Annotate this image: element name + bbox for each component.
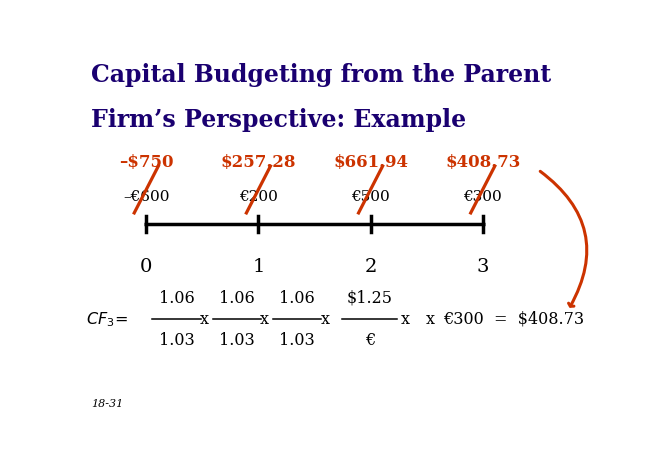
Text: 1: 1	[252, 258, 264, 276]
Text: –€600: –€600	[123, 190, 170, 204]
Text: 3: 3	[476, 258, 489, 276]
Text: €200: €200	[239, 190, 278, 204]
Text: x: x	[200, 311, 209, 328]
Text: 1.03: 1.03	[219, 332, 255, 349]
Text: x: x	[260, 311, 269, 328]
Text: 1.03: 1.03	[159, 332, 194, 349]
Text: Capital Budgeting from the Parent: Capital Budgeting from the Parent	[91, 63, 551, 88]
Text: 1.03: 1.03	[279, 332, 315, 349]
Text: 1.06: 1.06	[219, 290, 255, 307]
Text: €500: €500	[351, 190, 390, 204]
Text: $408.73: $408.73	[445, 154, 520, 171]
Text: $CF_3\!=\,$: $CF_3\!=\,$	[86, 310, 128, 329]
Text: x: x	[426, 311, 435, 328]
Text: x: x	[321, 311, 330, 328]
Text: 18-31: 18-31	[91, 399, 123, 410]
Text: 1.06: 1.06	[279, 290, 315, 307]
Text: $257.28: $257.28	[221, 154, 296, 171]
Text: 2: 2	[364, 258, 376, 276]
Text: x: x	[400, 311, 410, 328]
Text: 1.06: 1.06	[159, 290, 194, 307]
Text: $661.94: $661.94	[333, 154, 408, 171]
Text: €: €	[365, 332, 375, 349]
Text: –$750: –$750	[119, 154, 174, 171]
Text: $1.25: $1.25	[347, 290, 393, 307]
Text: 0: 0	[140, 258, 152, 276]
Text: Firm’s Perspective: Example: Firm’s Perspective: Example	[91, 109, 466, 132]
Text: €300: €300	[463, 190, 502, 204]
Text: €300  =  $408.73: €300 = $408.73	[443, 311, 584, 328]
